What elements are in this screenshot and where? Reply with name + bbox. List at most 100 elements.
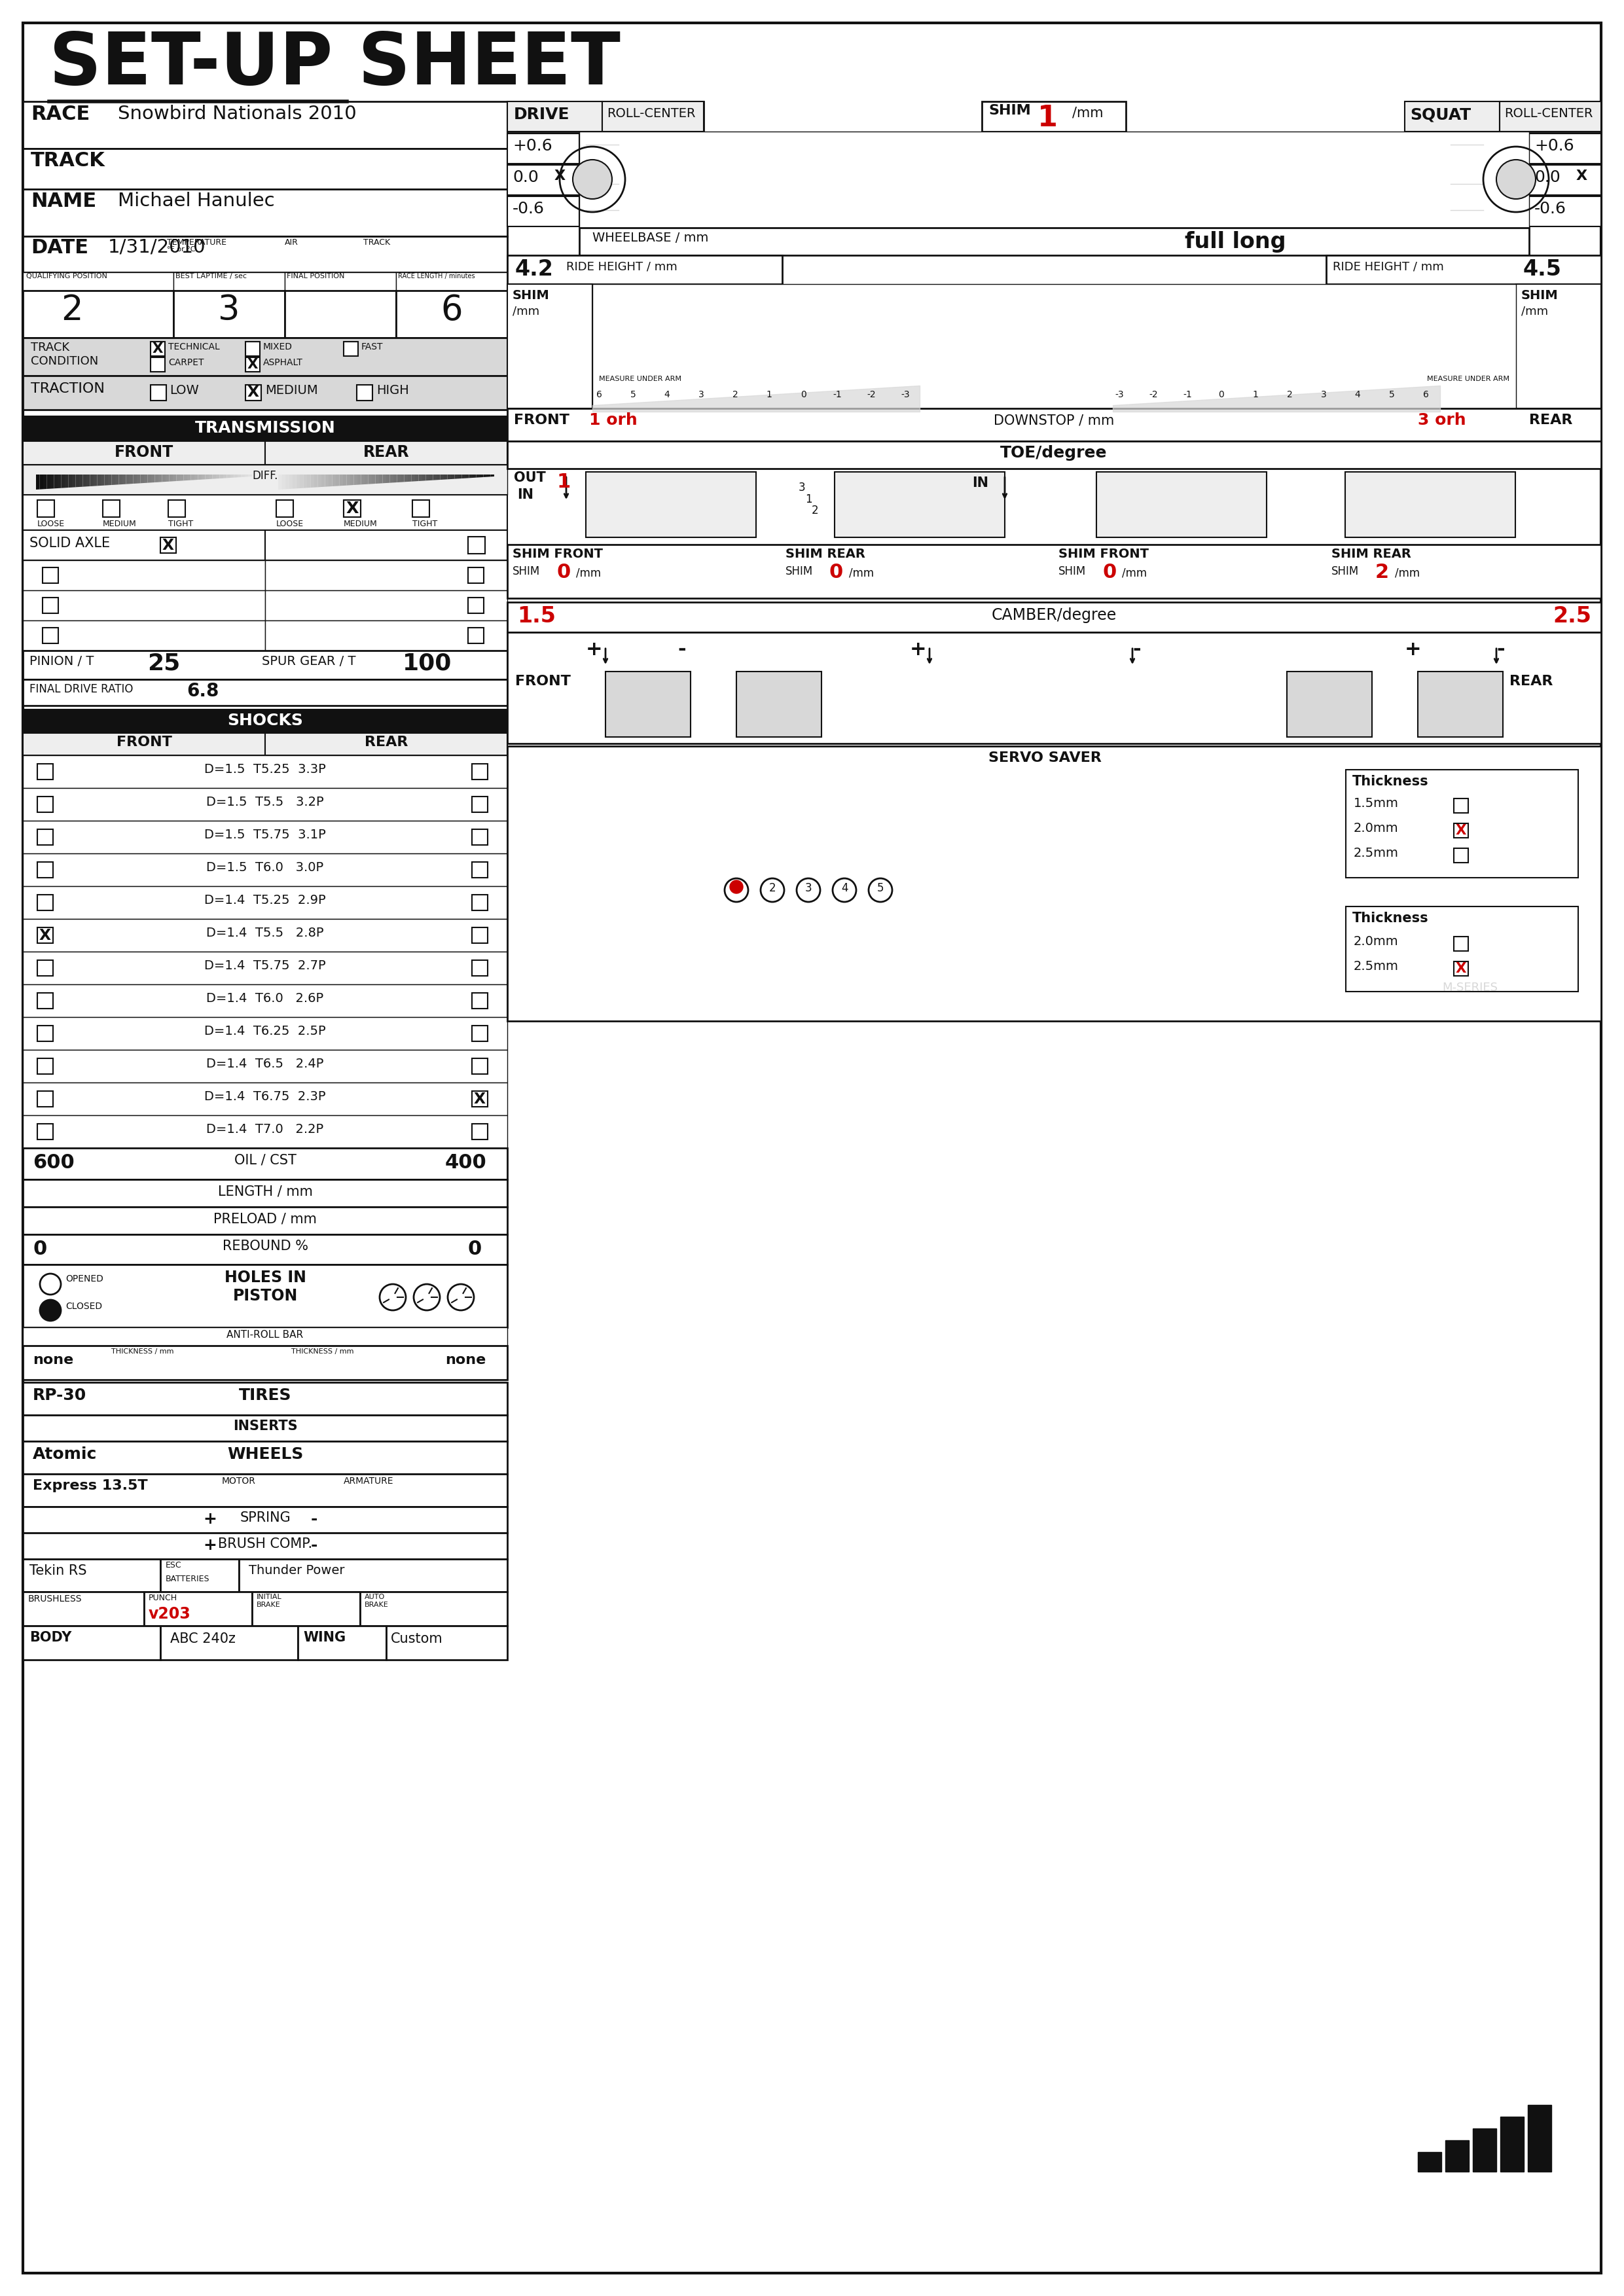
Text: 3: 3 xyxy=(218,294,240,328)
Text: +0.6: +0.6 xyxy=(1535,138,1574,154)
Bar xyxy=(169,501,185,517)
Text: TIGHT: TIGHT xyxy=(169,519,193,528)
Text: TRACK
CONDITION: TRACK CONDITION xyxy=(31,342,99,367)
Circle shape xyxy=(1496,161,1536,200)
Polygon shape xyxy=(213,475,216,480)
Polygon shape xyxy=(351,475,354,484)
Text: D=1.5  T5.75  3.1P: D=1.5 T5.75 3.1P xyxy=(205,829,326,840)
Circle shape xyxy=(869,879,892,902)
Polygon shape xyxy=(101,475,104,487)
Bar xyxy=(473,797,487,813)
Bar xyxy=(23,1235,507,1265)
Text: 2.0mm: 2.0mm xyxy=(1354,822,1398,833)
Polygon shape xyxy=(455,475,458,480)
Bar xyxy=(1530,165,1601,195)
Bar xyxy=(23,1017,507,1049)
Text: SHIM: SHIM xyxy=(1522,289,1559,301)
Bar xyxy=(580,131,1530,227)
Bar xyxy=(507,746,1601,1022)
Text: D=1.4  T6.25  2.5P: D=1.4 T6.25 2.5P xyxy=(205,1024,326,1038)
Bar xyxy=(239,1559,507,1591)
Text: 4: 4 xyxy=(1354,390,1361,400)
Bar xyxy=(473,829,487,845)
Bar xyxy=(23,1327,507,1345)
Text: D=1.5  T5.5   3.2P: D=1.5 T5.5 3.2P xyxy=(206,797,323,808)
Polygon shape xyxy=(234,475,237,478)
Text: BODY: BODY xyxy=(29,1630,71,1644)
Bar xyxy=(1445,2140,1468,2172)
Text: RACE LENGTH / minutes: RACE LENGTH / minutes xyxy=(398,273,474,280)
Polygon shape xyxy=(86,475,89,487)
Polygon shape xyxy=(469,475,473,478)
Polygon shape xyxy=(408,475,411,482)
Text: 4: 4 xyxy=(664,390,669,400)
Bar xyxy=(23,1081,507,1116)
Bar xyxy=(1453,937,1468,951)
Bar xyxy=(37,797,54,813)
Polygon shape xyxy=(172,475,177,482)
Text: 4.5: 4.5 xyxy=(1523,259,1562,280)
Text: 2.5mm: 2.5mm xyxy=(1354,847,1398,859)
Text: BRUSHLESS: BRUSHLESS xyxy=(28,1593,83,1603)
Bar xyxy=(37,1091,54,1107)
Text: TECHNICAL: TECHNICAL xyxy=(169,342,219,351)
Text: 1: 1 xyxy=(767,390,771,400)
Text: IN: IN xyxy=(973,478,989,489)
Bar xyxy=(473,765,487,781)
Text: LOOSE: LOOSE xyxy=(276,519,304,528)
Text: SHIM: SHIM xyxy=(989,103,1031,117)
Text: TRACK: TRACK xyxy=(364,239,390,246)
Polygon shape xyxy=(383,475,387,482)
Bar xyxy=(252,1591,361,1626)
Polygon shape xyxy=(154,475,159,482)
Text: Michael Hanulec: Michael Hanulec xyxy=(119,193,274,211)
Text: X: X xyxy=(1455,824,1466,838)
Text: LOW: LOW xyxy=(169,383,198,397)
Text: 400: 400 xyxy=(445,1153,487,1173)
Text: RIDE HEIGHT / mm: RIDE HEIGHT / mm xyxy=(1333,259,1444,273)
Bar xyxy=(1528,2105,1551,2172)
Text: +: + xyxy=(203,1511,216,1527)
Text: X: X xyxy=(1577,170,1587,184)
Text: DATE: DATE xyxy=(31,239,88,257)
Text: -3: -3 xyxy=(901,390,909,400)
Bar xyxy=(265,732,507,755)
Text: HOLES IN
PISTON: HOLES IN PISTON xyxy=(224,1270,305,1304)
Text: 1: 1 xyxy=(732,882,741,893)
Bar xyxy=(1499,101,1601,131)
Bar xyxy=(507,602,1601,631)
Text: 3: 3 xyxy=(806,882,812,893)
Bar xyxy=(1405,101,1499,131)
Polygon shape xyxy=(71,475,76,487)
Bar xyxy=(1453,799,1468,813)
Polygon shape xyxy=(36,475,39,489)
Polygon shape xyxy=(122,475,127,484)
Text: SOLID AXLE: SOLID AXLE xyxy=(29,537,110,549)
Polygon shape xyxy=(54,475,57,489)
Bar xyxy=(1327,255,1601,285)
Text: 4: 4 xyxy=(841,882,848,893)
Text: FRONT: FRONT xyxy=(114,445,174,459)
Polygon shape xyxy=(404,475,408,482)
Bar xyxy=(23,1180,507,1208)
Bar xyxy=(507,285,593,409)
Bar xyxy=(23,1626,161,1660)
Text: Thickness: Thickness xyxy=(1353,912,1429,925)
Bar xyxy=(23,1148,507,1180)
Bar xyxy=(37,765,54,781)
Text: DIFF.: DIFF. xyxy=(252,471,278,482)
Bar xyxy=(23,441,265,464)
Polygon shape xyxy=(422,475,425,480)
Text: SPUR GEAR / T: SPUR GEAR / T xyxy=(261,654,356,668)
Text: 0: 0 xyxy=(801,390,806,400)
Text: X: X xyxy=(153,342,162,356)
Bar xyxy=(473,1058,487,1075)
Bar xyxy=(145,1591,252,1626)
Text: 0: 0 xyxy=(1103,563,1116,581)
Polygon shape xyxy=(80,475,83,487)
Bar xyxy=(23,788,507,820)
Polygon shape xyxy=(343,475,346,487)
Text: PINION / T: PINION / T xyxy=(29,654,94,668)
Bar xyxy=(161,1559,239,1591)
Text: -0.6: -0.6 xyxy=(513,202,544,216)
